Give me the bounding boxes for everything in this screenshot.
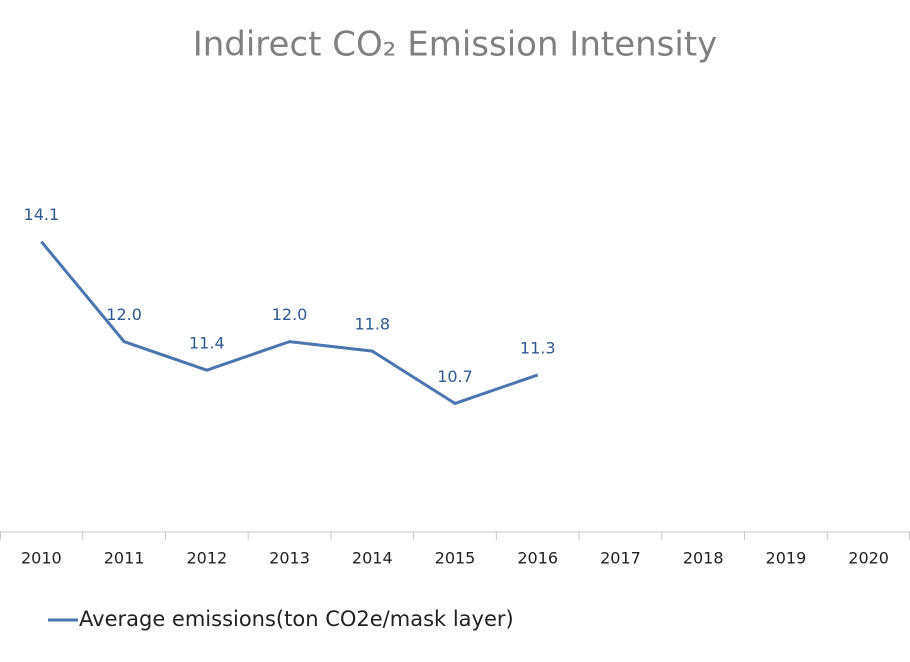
- x-tick-label: 2011: [104, 549, 145, 568]
- data-label: 12.0: [272, 305, 308, 324]
- x-tick-label: 2014: [352, 549, 393, 568]
- data-label: 11.8: [354, 315, 390, 334]
- x-tick-label: 2012: [186, 549, 227, 568]
- x-tick-label: 2020: [848, 549, 889, 568]
- data-label: 14.1: [24, 205, 60, 224]
- x-tick-label: 2010: [21, 549, 62, 568]
- x-tick-label: 2016: [517, 549, 558, 568]
- x-tick-label: 2013: [269, 549, 310, 568]
- data-label: 11.3: [520, 338, 556, 357]
- x-tick-label: 2018: [683, 549, 724, 568]
- data-label: 12.0: [106, 305, 142, 324]
- data-label: 11.4: [189, 334, 225, 353]
- chart-title: Indirect CO₂ Emission Intensity: [193, 25, 718, 65]
- line-series: [40, 240, 539, 406]
- x-tick-label: 2017: [600, 549, 641, 568]
- data-label: 10.7: [437, 367, 473, 386]
- legend-label: Average emissions(ton CO2e/mask layer): [79, 607, 514, 631]
- x-tick-label: 2015: [435, 549, 476, 568]
- x-tick-label: 2019: [766, 549, 807, 568]
